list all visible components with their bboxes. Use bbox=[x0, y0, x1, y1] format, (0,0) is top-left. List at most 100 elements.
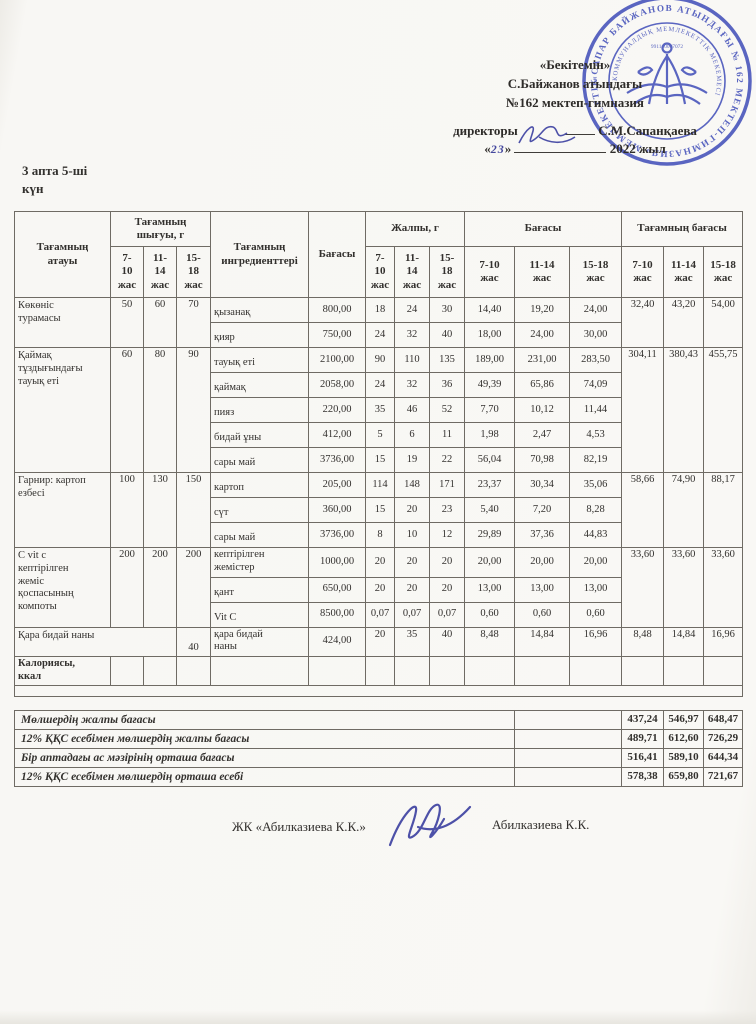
dish-price-cell: 14,84 bbox=[663, 626, 705, 658]
summary-row: 12% ҚҚС есебімен мөлшердің орташа есебі … bbox=[14, 766, 743, 787]
total-g-cell: 32 bbox=[394, 372, 430, 398]
total-g-cell: 40 bbox=[429, 626, 465, 658]
summary-value: 589,10 bbox=[663, 747, 704, 768]
dish-price-cell: 74,90 bbox=[663, 472, 705, 548]
summary-row: Бір аптадағы ас мәзірінің орташа бағасы … bbox=[14, 747, 743, 768]
total-g-cell: 12 bbox=[429, 522, 465, 548]
date-quote: » bbox=[504, 141, 512, 157]
dish-price-cell: 8,48 bbox=[621, 626, 665, 658]
output-value-cell: 80 bbox=[143, 347, 177, 473]
signature-block: ЖК «Абилказиева К.К.» Абилказиева К.К. bbox=[0, 795, 756, 865]
ingredient-row: сары май 3736,00 15 19 22 56,04 70,98 82… bbox=[15, 447, 743, 473]
total-g-cell: 0,07 bbox=[365, 601, 395, 628]
empty-cell bbox=[621, 656, 665, 686]
output-value-cell: 150 bbox=[176, 472, 211, 548]
dish-price-cell: 380,43 bbox=[663, 347, 705, 473]
cost-cell: 231,00 bbox=[514, 347, 570, 373]
cost-cell: 8,48 bbox=[464, 626, 515, 658]
ingredient-price-cell: 800,00 bbox=[308, 297, 366, 323]
output-value-cell: 70 bbox=[176, 297, 211, 348]
cost-cell: 20,00 bbox=[464, 547, 515, 578]
age-header: 15- 18 жас bbox=[429, 246, 465, 298]
age-header: 7-10 жас bbox=[621, 246, 665, 298]
total-g-cell: 32 bbox=[394, 322, 430, 348]
ingredient-name-cell: Vit C bbox=[210, 601, 309, 628]
total-g-cell: 40 bbox=[429, 322, 465, 348]
director-line: директоры С.М.Сапанқаева bbox=[410, 113, 740, 143]
total-g-cell: 135 bbox=[429, 347, 465, 373]
total-g-cell: 8 bbox=[365, 522, 395, 548]
empty-cell bbox=[429, 656, 465, 686]
total-g-cell: 23 bbox=[429, 497, 465, 523]
total-g-cell: 20 bbox=[394, 547, 430, 578]
ingredient-name-cell: сүт bbox=[210, 497, 309, 523]
cost-cell: 8,28 bbox=[568, 497, 623, 523]
empty-cell bbox=[568, 656, 623, 686]
dish-name-cell: Қаймақ тұздығындағы тауық еті bbox=[14, 347, 111, 473]
cost-cell: 283,50 bbox=[568, 347, 623, 373]
empty-cell bbox=[365, 656, 395, 686]
ingredient-name-cell: пияз bbox=[210, 397, 309, 423]
ingredient-row: сары май 3736,00 8 10 12 29,89 37,36 44,… bbox=[15, 522, 743, 548]
total-g-cell: 22 bbox=[429, 447, 465, 473]
age-header: 15- 18 жас bbox=[176, 246, 211, 298]
total-g-cell: 110 bbox=[394, 347, 430, 373]
ingredient-price-cell: 3736,00 bbox=[308, 522, 366, 548]
cost-cell: 19,20 bbox=[514, 297, 570, 323]
summary-value: 644,34 bbox=[703, 747, 743, 768]
total-g-cell: 171 bbox=[429, 472, 465, 498]
age-header: 7- 10 жас bbox=[365, 246, 395, 298]
approval-line: №162 мектеп-гимназия bbox=[506, 94, 644, 110]
dish-price-cell: 32,40 bbox=[621, 297, 665, 348]
ingredient-price-cell: 650,00 bbox=[308, 576, 366, 603]
age-header: 11-14 жас bbox=[663, 246, 705, 298]
header-dish-price: Тағамның бағасы bbox=[621, 211, 744, 247]
header-output: Тағамның шығуы, г bbox=[110, 211, 211, 247]
cost-cell: 14,84 bbox=[514, 626, 570, 658]
total-g-cell: 10 bbox=[394, 522, 430, 548]
cost-cell: 23,37 bbox=[464, 472, 515, 498]
ingredient-price-cell: 360,00 bbox=[308, 497, 366, 523]
cost-cell: 2,47 bbox=[514, 422, 570, 448]
summary-value: 489,71 bbox=[621, 728, 664, 749]
total-g-cell: 15 bbox=[365, 497, 395, 523]
dish-name-cell: Көкөніс турамасы bbox=[14, 297, 111, 348]
header-row-1: Тағамның атауы Тағамның шығуы, г Тағамны… bbox=[14, 211, 744, 298]
output-value-cell: 130 bbox=[143, 472, 177, 548]
summary-value: 659,80 bbox=[663, 766, 704, 787]
empty-cell bbox=[464, 656, 515, 686]
cost-cell: 1,98 bbox=[464, 422, 515, 448]
cost-cell: 20,00 bbox=[568, 547, 623, 578]
total-g-cell: 20 bbox=[429, 576, 465, 603]
date-line: «23» 2022 жыл bbox=[410, 140, 740, 159]
age-header: 7- 10 жас bbox=[110, 246, 144, 298]
total-g-cell: 20 bbox=[394, 576, 430, 603]
total-g-cell: 20 bbox=[365, 626, 395, 658]
ingredient-name-cell: кептірілген жемістер bbox=[210, 547, 309, 578]
cost-cell: 7,20 bbox=[514, 497, 570, 523]
summary-value: 721,67 bbox=[703, 766, 743, 787]
total-g-cell: 36 bbox=[429, 372, 465, 398]
cost-cell: 18,00 bbox=[464, 322, 515, 348]
ingredient-name-cell: картоп bbox=[210, 472, 309, 498]
cost-cell: 24,00 bbox=[568, 297, 623, 323]
cost-cell: 56,04 bbox=[464, 447, 515, 473]
empty-cell bbox=[143, 656, 177, 686]
approval-block: «Бекітемін» С.Байжанов атындағы №162 мек… bbox=[410, 56, 740, 159]
ingredient-price-cell: 205,00 bbox=[308, 472, 366, 498]
total-g-cell: 46 bbox=[394, 397, 430, 423]
age-header: 7-10 жас bbox=[464, 246, 515, 298]
stamp-inner-ring bbox=[608, 22, 726, 140]
cost-cell: 82,19 bbox=[568, 447, 623, 473]
dish-price-cell: 43,20 bbox=[663, 297, 705, 348]
cost-cell: 49,39 bbox=[464, 372, 515, 398]
approval-line: «Бекітемін» bbox=[539, 57, 611, 72]
dish-price-cell: 33,60 bbox=[703, 547, 744, 628]
empty-cell bbox=[308, 656, 366, 686]
empty-cell bbox=[210, 656, 309, 686]
ingredient-row: қаймақ 2058,00 24 32 36 49,39 65,86 74,0… bbox=[15, 372, 743, 398]
summary-value: 726,29 bbox=[703, 728, 743, 749]
ingredient-name-cell: қияр bbox=[210, 322, 309, 348]
header-dish-name: Тағамның атауы bbox=[14, 211, 111, 298]
date-year-label: 2022 жыл bbox=[609, 141, 666, 157]
